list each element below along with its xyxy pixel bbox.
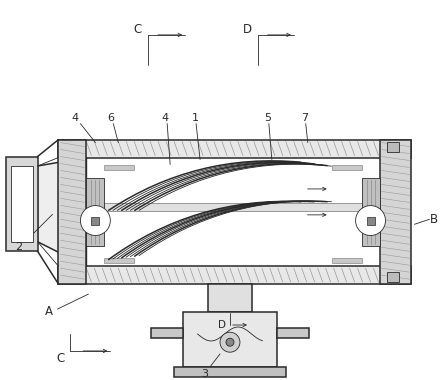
Bar: [388, 142, 400, 152]
Text: 6: 6: [107, 112, 114, 123]
Bar: [361, 178, 380, 245]
Text: 7: 7: [301, 112, 308, 123]
Circle shape: [81, 206, 110, 236]
Bar: [11, 166, 33, 242]
Bar: [332, 258, 361, 263]
Text: 5: 5: [264, 112, 272, 123]
Bar: [388, 272, 400, 282]
Text: D: D: [243, 24, 253, 36]
Bar: [58, 266, 412, 284]
Bar: [58, 139, 412, 158]
Circle shape: [226, 338, 234, 346]
Bar: [6, 157, 38, 251]
Text: 4: 4: [72, 112, 79, 123]
Bar: [105, 166, 134, 171]
Text: A: A: [45, 304, 53, 318]
Circle shape: [356, 206, 385, 236]
Bar: [151, 328, 183, 338]
Polygon shape: [38, 158, 86, 266]
Bar: [366, 217, 374, 225]
Bar: [105, 203, 361, 211]
Bar: [105, 258, 134, 263]
Bar: [183, 312, 277, 367]
Text: D: D: [218, 320, 226, 330]
Text: 1: 1: [191, 112, 198, 123]
Text: 2: 2: [15, 242, 22, 252]
Text: B: B: [430, 213, 439, 226]
Text: 4: 4: [162, 112, 169, 123]
Bar: [380, 139, 412, 284]
Bar: [208, 284, 252, 312]
Text: C: C: [133, 24, 141, 36]
Bar: [91, 217, 99, 225]
Bar: [332, 166, 361, 171]
Bar: [86, 178, 105, 245]
Text: 3: 3: [202, 369, 209, 379]
Text: C: C: [56, 352, 65, 366]
Circle shape: [220, 332, 240, 352]
Bar: [277, 328, 309, 338]
Bar: [174, 367, 286, 377]
Bar: [58, 139, 86, 284]
